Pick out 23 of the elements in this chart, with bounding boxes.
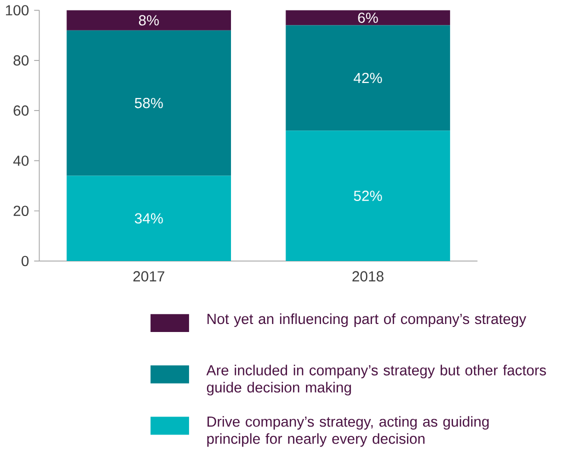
bar — [286, 130, 450, 262]
legend-label: Are included in company’s strategy but other factors guide decision making — [206, 364, 546, 396]
y-tick-label: 100 — [6, 5, 29, 16]
y-tick-label: 80 — [14, 55, 29, 66]
y-tick-label: 0 — [22, 256, 29, 266]
data-label: 8% — [138, 15, 159, 26]
y-tick-label: 20 — [14, 206, 29, 216]
bar — [286, 25, 450, 131]
data-label: 58% — [134, 98, 163, 108]
x-tick-label: 2018 — [352, 271, 384, 282]
legend-label: Not yet an influencing part of company’s strategy — [208, 314, 526, 328]
y-tick-label: 60 — [14, 106, 29, 116]
bar — [66, 10, 231, 30]
x-tick-label: 2017 — [133, 271, 164, 282]
bar — [66, 30, 231, 176]
data-label: 6% — [358, 12, 378, 24]
data-label: 52% — [354, 190, 382, 202]
y-tick-label: 40 — [13, 156, 29, 166]
legend-label: Drive company’s strategy, acting as guiding principle for nearly every decision — [207, 416, 489, 447]
data-label: 34% — [134, 213, 163, 224]
data-label: 42% — [354, 72, 382, 84]
bar — [66, 176, 231, 262]
bar — [286, 10, 450, 26]
